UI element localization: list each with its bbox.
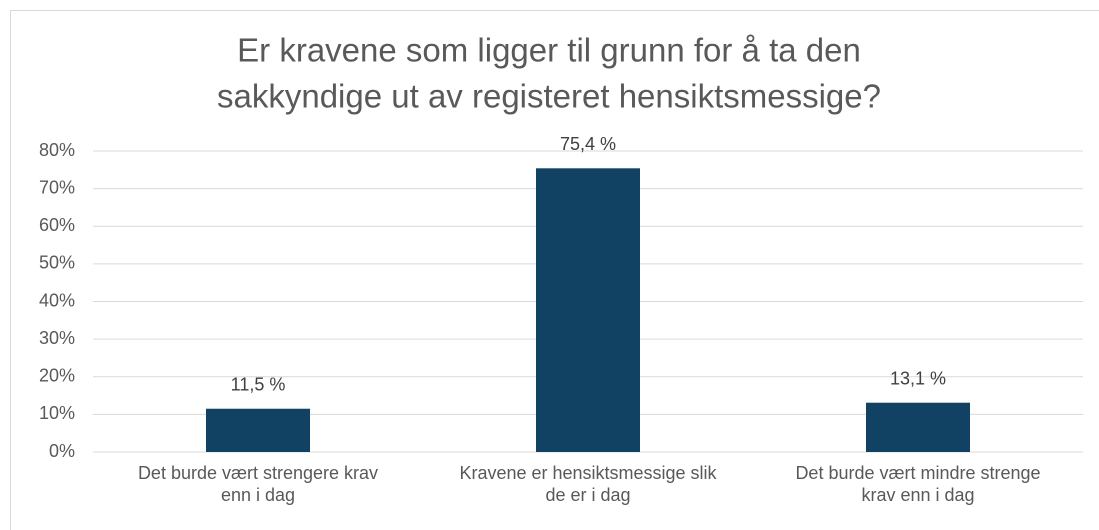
bar <box>206 408 310 452</box>
y-tick-label: 60% <box>39 215 75 235</box>
y-tick-label: 40% <box>39 290 75 310</box>
bar <box>866 402 970 452</box>
y-tick-label: 20% <box>39 366 75 386</box>
bar <box>536 168 640 452</box>
x-tick-label: Det burde vært mindre strenge krav enn i… <box>795 463 1041 505</box>
y-tick-label: 10% <box>39 403 75 423</box>
chart-title: sakkyndige ut av registeret hensiktsmess… <box>217 78 881 115</box>
chart-title: Er kravene som ligger til grunn for å ta… <box>237 32 861 69</box>
y-tick-label: 70% <box>39 177 75 197</box>
data-label: 13,1 % <box>890 368 946 388</box>
data-label: 75,4 % <box>560 134 616 154</box>
y-tick-label: 0% <box>49 441 75 461</box>
y-tick-label: 50% <box>39 253 75 273</box>
x-tick-label: Kravene er hensiktsmessige slik de er i … <box>459 463 717 505</box>
data-label: 11,5 % <box>231 374 286 394</box>
y-tick-label: 30% <box>39 328 75 348</box>
x-tick-label: Det burde vært strengere krav enn i dag <box>137 463 379 505</box>
y-tick-label: 80% <box>39 140 75 160</box>
